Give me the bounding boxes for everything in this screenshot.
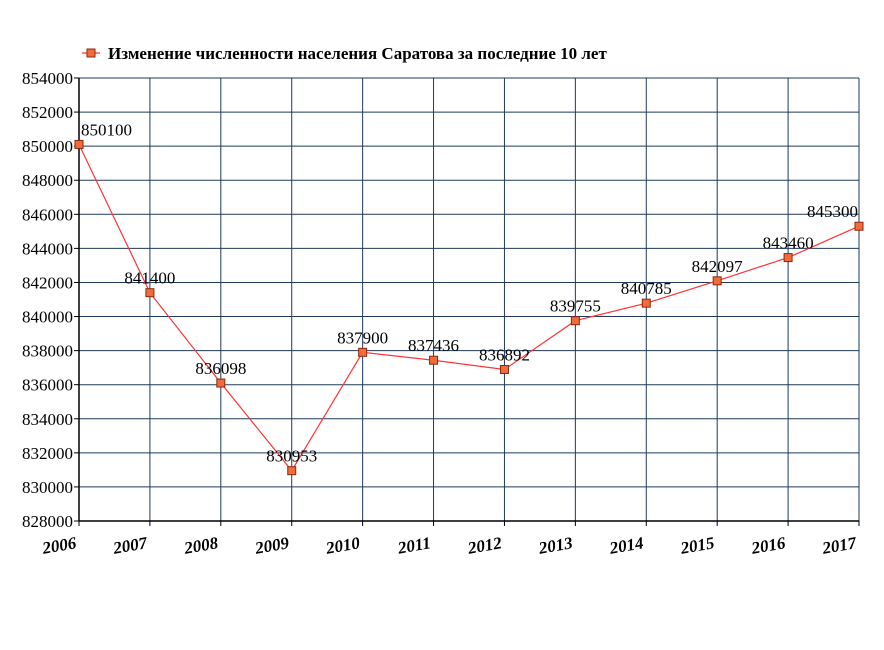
data-label: 836892 [479, 345, 530, 364]
grid-lines [78, 77, 860, 522]
data-point-marker [712, 276, 722, 286]
data-point-marker [783, 253, 793, 263]
data-label: 836098 [195, 359, 246, 378]
data-point-marker [216, 378, 226, 388]
data-point-marker [287, 466, 297, 476]
y-tick-label: 844000 [22, 239, 73, 258]
data-point-marker [854, 221, 864, 231]
data-label: 837436 [408, 336, 459, 355]
data-labels: 850100 841400 836098 830953 837900 837436 8368… [81, 120, 858, 465]
data-label: 840785 [621, 279, 672, 298]
data-point-marker [74, 139, 84, 149]
x-tick-label: 2013 [536, 533, 574, 558]
y-axis-tick-labels: 828000 830000 832000 834000 836000 838000 8400… [22, 69, 73, 531]
x-tick-label: 2017 [820, 533, 859, 558]
data-point-marker [358, 347, 368, 357]
series-markers [74, 139, 864, 476]
y-tick-label: 840000 [22, 308, 73, 327]
y-tick-label: 836000 [22, 376, 73, 395]
data-label: 841400 [124, 269, 175, 288]
x-tick-label: 2012 [465, 533, 503, 558]
x-tick-label: 2007 [111, 533, 150, 558]
y-tick-label: 848000 [22, 171, 73, 190]
data-label: 843460 [763, 234, 814, 253]
y-tick-label: 834000 [22, 410, 73, 429]
y-tick-label: 846000 [22, 205, 73, 224]
x-tick-label: 2010 [324, 533, 362, 558]
series-line [78, 144, 860, 472]
x-tick-label: 2009 [253, 533, 291, 558]
y-tick-label: 832000 [22, 444, 73, 463]
x-tick-label: 2014 [607, 533, 645, 558]
data-label: 850100 [81, 120, 132, 139]
x-tick-label: 2011 [395, 533, 432, 558]
legend: Изменение численности населения Саратова… [82, 44, 607, 63]
data-label: 830953 [266, 447, 317, 466]
data-label: 842097 [692, 257, 744, 276]
x-tick-label: 2016 [749, 533, 787, 558]
axes [74, 77, 860, 526]
data-point-marker [429, 355, 439, 365]
x-tick-label: 2008 [182, 533, 220, 558]
y-tick-label: 852000 [22, 103, 73, 122]
y-tick-label: 828000 [22, 512, 73, 531]
data-point-marker [570, 316, 580, 326]
y-tick-label: 854000 [22, 69, 73, 88]
series-polyline [78, 144, 860, 472]
legend-marker-swatch [86, 48, 96, 58]
y-tick-label: 830000 [22, 478, 73, 497]
x-tick-label: 2006 [40, 533, 78, 558]
x-tick-label: 2015 [678, 533, 716, 558]
data-point-marker [641, 298, 651, 308]
legend-label: Изменение численности населения Саратова… [108, 44, 607, 63]
y-tick-label: 842000 [22, 273, 73, 292]
y-tick-label: 850000 [22, 137, 73, 156]
data-label: 839755 [550, 297, 601, 316]
x-axis-tick-labels: 2006 2007 2008 2009 2010 2011 2012 2013 2014 2015… [40, 533, 859, 558]
data-label: 837900 [337, 328, 388, 347]
y-tick-label: 838000 [22, 342, 73, 361]
data-point-marker [499, 364, 509, 374]
data-point-marker [145, 288, 155, 298]
data-label: 845300 [807, 202, 858, 221]
